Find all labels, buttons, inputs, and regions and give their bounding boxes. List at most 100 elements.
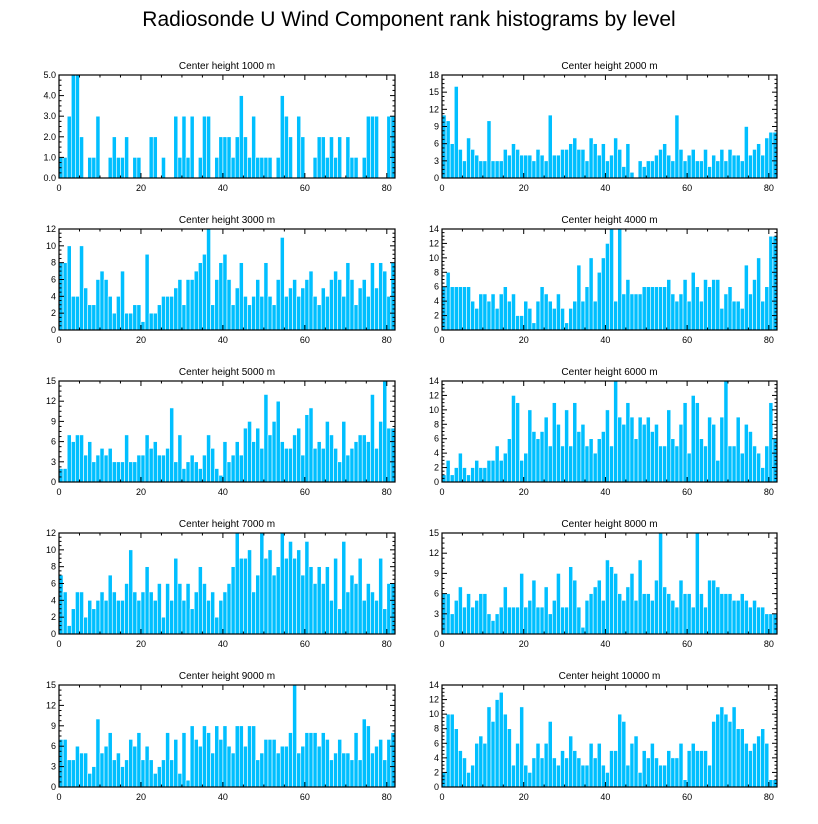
bar bbox=[304, 732, 310, 788]
bar bbox=[572, 750, 578, 788]
bar bbox=[238, 454, 244, 483]
bar bbox=[699, 750, 704, 788]
bar bbox=[686, 750, 692, 788]
bar bbox=[486, 300, 492, 331]
bar bbox=[316, 566, 322, 635]
bar bbox=[731, 600, 737, 635]
bar bbox=[214, 616, 220, 635]
bar bbox=[234, 441, 240, 483]
bar bbox=[275, 279, 281, 331]
bar bbox=[161, 296, 166, 331]
bar bbox=[243, 136, 248, 179]
bar bbox=[337, 279, 343, 331]
bar bbox=[165, 448, 170, 483]
bar bbox=[690, 606, 696, 635]
bar bbox=[482, 160, 488, 179]
bar bbox=[316, 136, 322, 179]
x-tick-label: 60 bbox=[682, 792, 692, 802]
bar bbox=[275, 400, 281, 483]
bar bbox=[678, 149, 684, 179]
bar bbox=[103, 600, 109, 635]
bar bbox=[739, 452, 745, 483]
bar bbox=[91, 157, 97, 179]
bar bbox=[674, 445, 680, 483]
bar bbox=[75, 74, 80, 179]
bar bbox=[230, 752, 236, 788]
y-tick-label: 6 bbox=[434, 738, 439, 748]
bar bbox=[120, 600, 125, 635]
bar bbox=[519, 573, 525, 635]
bar bbox=[70, 296, 76, 331]
bar bbox=[284, 115, 289, 179]
bar bbox=[458, 452, 463, 483]
bar bbox=[609, 154, 614, 179]
bar bbox=[366, 583, 371, 635]
x-tick-label: 40 bbox=[218, 792, 228, 802]
bar bbox=[132, 591, 138, 635]
y-tick-label: 18 bbox=[429, 70, 439, 80]
bar bbox=[70, 74, 76, 179]
bar bbox=[382, 608, 388, 635]
bar bbox=[161, 454, 166, 483]
y-tick-label: 15 bbox=[429, 87, 439, 97]
bar bbox=[70, 441, 76, 483]
bar bbox=[723, 593, 729, 635]
bar bbox=[486, 460, 492, 483]
y-tick-label: 3 bbox=[51, 762, 56, 772]
bar bbox=[551, 600, 557, 635]
bar bbox=[596, 271, 602, 331]
bar bbox=[576, 149, 582, 179]
bar bbox=[320, 448, 326, 483]
y-tick-label: 4 bbox=[434, 753, 439, 763]
x-tick-label: 40 bbox=[600, 335, 610, 345]
bar bbox=[752, 149, 757, 179]
bar bbox=[756, 606, 761, 635]
bar bbox=[650, 742, 655, 788]
bar bbox=[531, 322, 537, 331]
bar bbox=[238, 725, 244, 788]
bar bbox=[670, 757, 676, 788]
bar bbox=[103, 745, 109, 788]
bar bbox=[312, 296, 318, 331]
bar bbox=[641, 166, 647, 179]
bar bbox=[320, 583, 326, 635]
bar bbox=[625, 279, 631, 331]
bar bbox=[284, 296, 289, 331]
bar bbox=[498, 606, 504, 635]
bar bbox=[494, 445, 500, 483]
bar bbox=[490, 160, 496, 179]
bar bbox=[703, 750, 708, 788]
panel-8: Center height 8000 m 0 20 40 60 80 0 3 6 9 12 15 bbox=[429, 519, 778, 649]
bar bbox=[157, 766, 162, 788]
bar bbox=[449, 713, 455, 788]
bar bbox=[120, 461, 125, 483]
bar bbox=[83, 287, 88, 331]
bar bbox=[470, 467, 475, 483]
x-tick-label: 80 bbox=[764, 639, 774, 649]
bar bbox=[752, 600, 757, 635]
bar bbox=[523, 154, 529, 179]
x-tick-label: 20 bbox=[136, 487, 146, 497]
bar bbox=[613, 137, 618, 179]
bar bbox=[75, 434, 80, 483]
bar bbox=[674, 606, 680, 635]
bar bbox=[169, 296, 175, 331]
bar bbox=[760, 467, 766, 483]
bar bbox=[267, 549, 273, 635]
bar bbox=[198, 566, 203, 635]
bar bbox=[300, 574, 306, 635]
bar bbox=[152, 600, 158, 635]
bar bbox=[206, 228, 211, 331]
bar bbox=[731, 300, 737, 331]
bar bbox=[181, 115, 187, 179]
bar bbox=[662, 586, 667, 635]
bar bbox=[296, 549, 302, 635]
bar bbox=[251, 591, 256, 635]
y-tick-label: 15 bbox=[46, 680, 56, 690]
bar bbox=[173, 461, 179, 483]
bar bbox=[279, 441, 285, 483]
bar bbox=[682, 279, 688, 331]
bar bbox=[670, 293, 676, 331]
bar bbox=[157, 454, 162, 483]
bar bbox=[206, 732, 211, 788]
